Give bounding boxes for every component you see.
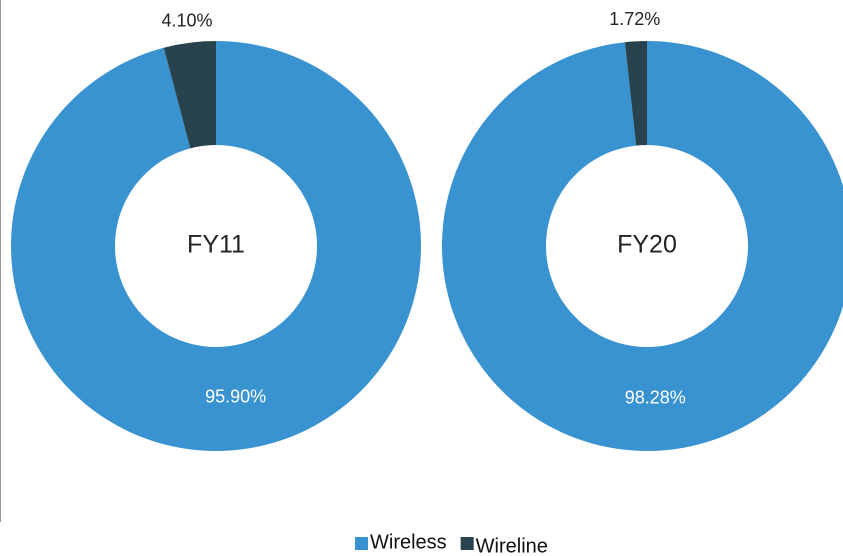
legend-label: Wireless <box>370 531 447 553</box>
center-label: FY11 <box>187 231 245 259</box>
donut-slice <box>163 41 216 149</box>
donut-slice <box>442 41 843 451</box>
value-label: 98.28% <box>625 388 686 408</box>
legend-swatch <box>355 537 368 550</box>
value-label: 4.10% <box>161 11 212 31</box>
donut-slice <box>10 41 421 451</box>
value-label: 1.72% <box>609 9 660 29</box>
legend-swatch <box>460 537 474 550</box>
center-label: FY20 <box>617 231 677 259</box>
value-label: 95.90% <box>205 386 266 406</box>
donut-slice <box>624 41 647 146</box>
legend-label: Wireline <box>476 535 548 556</box>
